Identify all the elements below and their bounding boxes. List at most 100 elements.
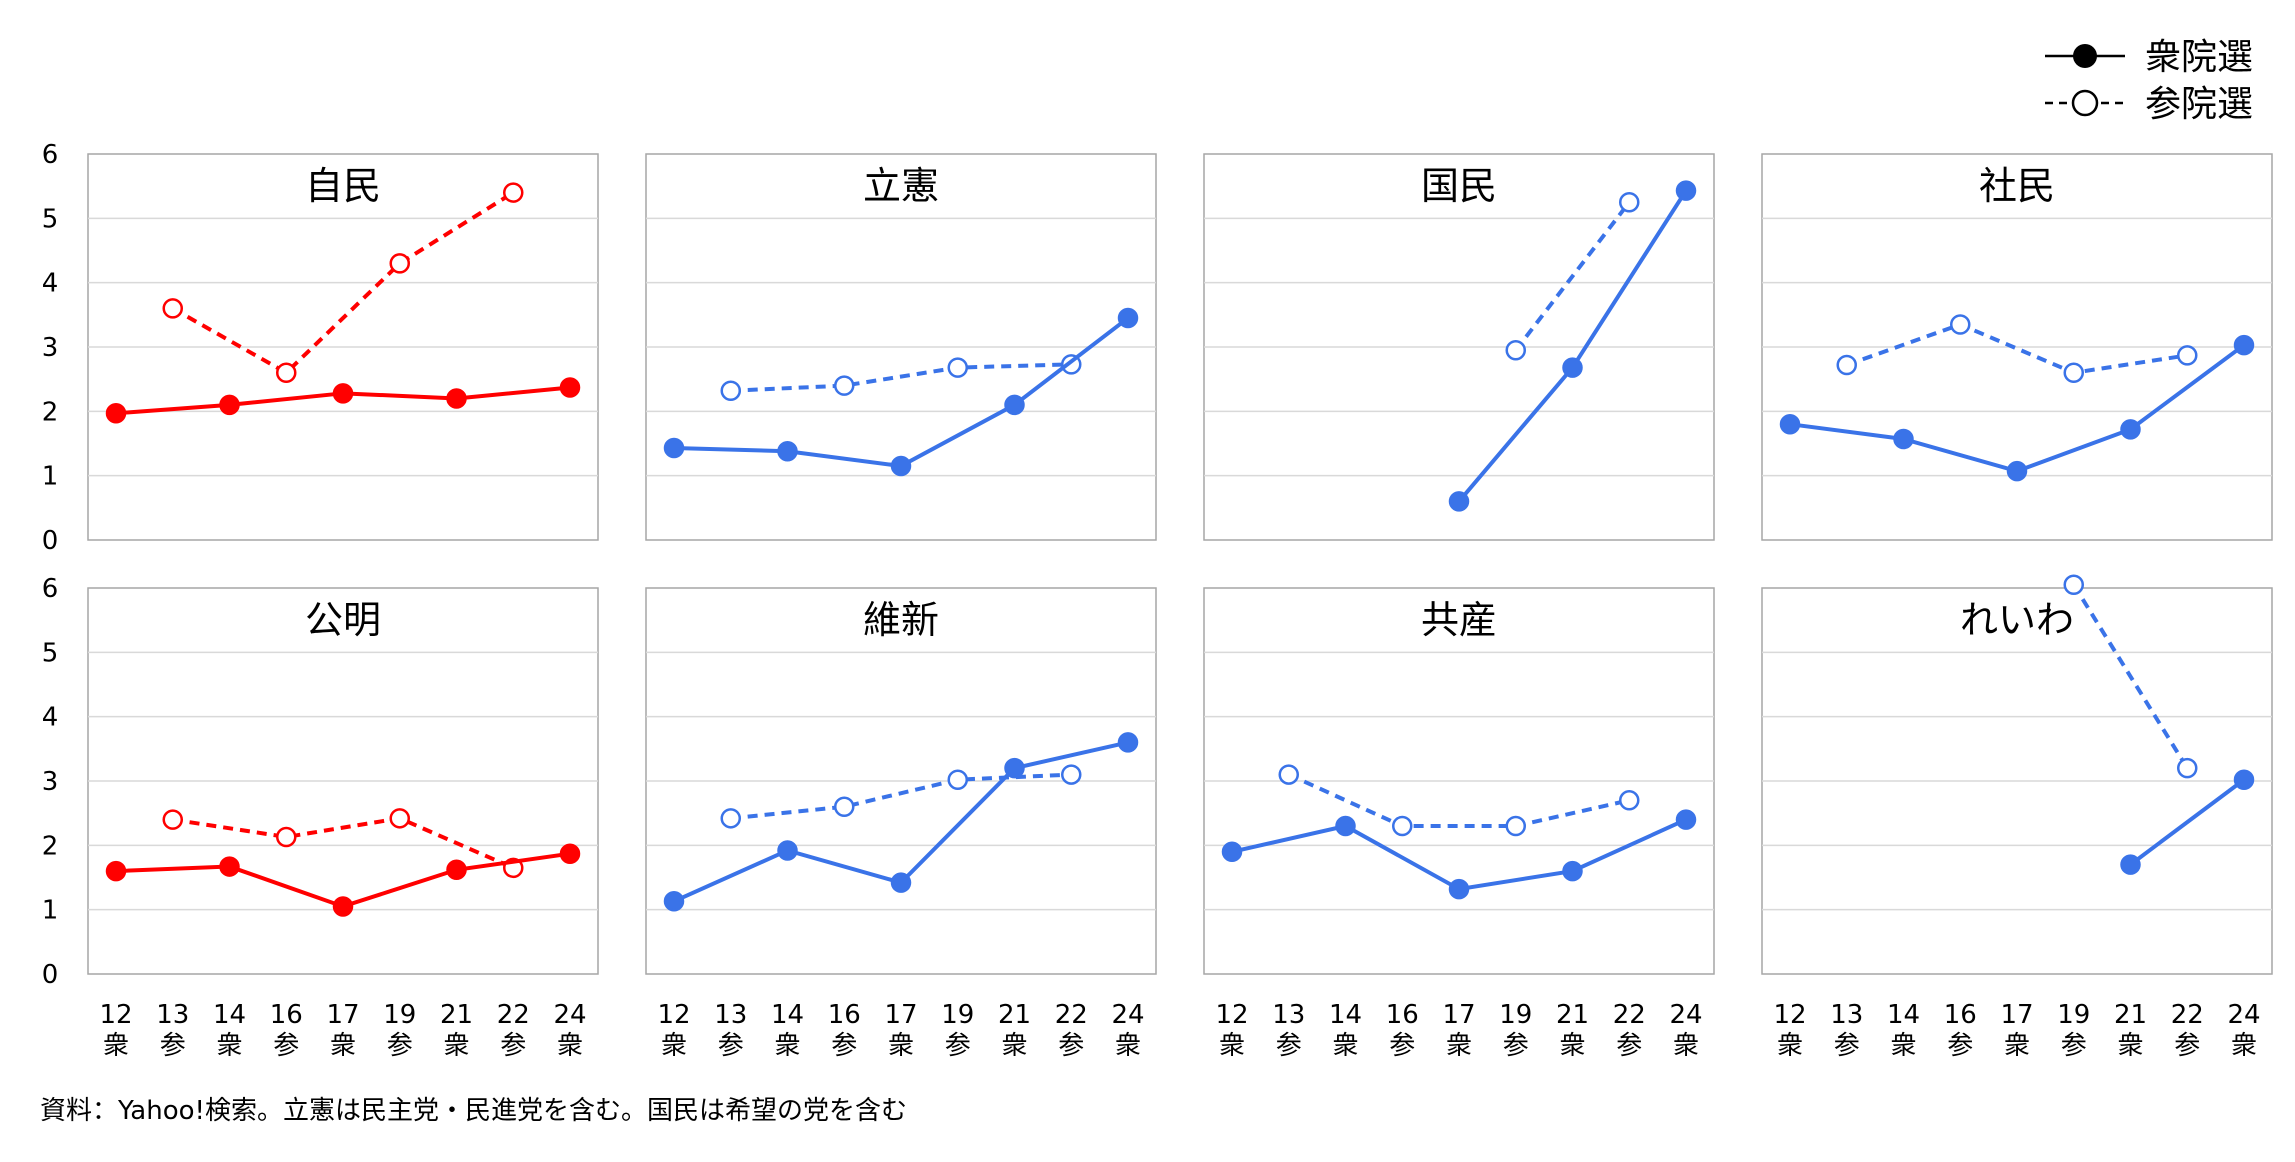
lower-house-point <box>559 377 581 398</box>
x-tick-kind: 衆 <box>661 1031 687 1061</box>
lower-house-point <box>446 388 467 409</box>
panel-3: 国民 <box>1203 153 1715 541</box>
x-tick-number: 13 <box>1272 1000 1305 1030</box>
y-tick-label: 6 <box>42 574 59 604</box>
lower-house-point <box>2233 769 2255 790</box>
lower-house-point <box>1004 394 1025 416</box>
upper-house-line <box>172 816 515 870</box>
x-tick-number: 17 <box>326 1000 359 1030</box>
x-tick-number: 13 <box>1830 1000 1863 1030</box>
upper-house-point <box>1619 192 1640 213</box>
lower-house-point <box>777 440 798 462</box>
x-tick-number: 22 <box>1613 1000 1646 1030</box>
x-tick-kind: 衆 <box>1332 1031 1358 1061</box>
lower-house-point <box>1675 809 1697 830</box>
y-tick-label: 2 <box>42 831 59 861</box>
upper-house-point <box>389 253 410 274</box>
y-tick-label: 4 <box>42 703 59 733</box>
lower-house-point <box>2120 419 2141 440</box>
lower-house-point <box>663 437 685 459</box>
x-tick-kind: 参 <box>2174 1031 2200 1061</box>
lower-house-line <box>2129 778 2246 867</box>
upper-house-point <box>1836 354 1857 376</box>
x-tick-kind: 衆 <box>216 1031 242 1061</box>
lower-house-point <box>332 896 354 917</box>
lower-house-point <box>1335 815 1356 837</box>
x-tick-number: 22 <box>1055 1000 1088 1030</box>
lower-house-point <box>446 859 467 881</box>
lower-house-point <box>219 856 240 877</box>
legend-upper-house-marker <box>2071 89 2099 117</box>
x-tick-number: 22 <box>497 1000 530 1030</box>
panel-2: 立憲 <box>645 153 1157 541</box>
x-tick-number: 21 <box>998 1000 1031 1030</box>
lower-house-point <box>1779 413 1801 435</box>
upper-house-line <box>171 190 515 376</box>
x-tick-kind: 参 <box>387 1031 413 1061</box>
lower-house-point <box>663 891 685 912</box>
x-tick-number: 12 <box>1773 1000 1806 1030</box>
x-tick-number: 16 <box>1944 1000 1977 1030</box>
legend-lower-house-marker <box>2073 44 2097 68</box>
x-tick-kind: 衆 <box>888 1031 914 1061</box>
upper-house-point <box>1950 314 1971 335</box>
upper-house-point <box>2063 574 2084 596</box>
panel-title: 維新 <box>863 598 939 642</box>
x-tick-number: 16 <box>1386 1000 1419 1030</box>
x-tick-number: 24 <box>2227 1000 2260 1030</box>
x-tick-number: 19 <box>383 1000 416 1030</box>
lower-house-point <box>777 840 798 861</box>
y-tick-label: 5 <box>42 204 59 234</box>
upper-house-point <box>947 769 968 790</box>
x-tick-kind: 衆 <box>1559 1031 1585 1061</box>
x-tick-number: 17 <box>1442 1000 1475 1030</box>
upper-house-line <box>1514 201 1631 352</box>
panel-title: 共産 <box>1421 598 1497 642</box>
x-tick-kind: 衆 <box>1219 1031 1245 1061</box>
x-tick-kind: 参 <box>160 1031 186 1061</box>
lower-house-point <box>332 383 354 404</box>
legend-upper-house-label: 参院選 <box>2145 84 2253 125</box>
x-tick-number: 19 <box>2057 1000 2090 1030</box>
lower-house-point <box>890 872 912 893</box>
lower-house-point <box>1221 841 1243 863</box>
x-tick-kind: 衆 <box>774 1031 800 1061</box>
panel-title: れいわ <box>1960 598 2074 642</box>
x-tick-kind: 衆 <box>2004 1031 2030 1061</box>
x-tick-number: 17 <box>884 1000 917 1030</box>
x-tick-kind: 参 <box>273 1031 299 1061</box>
x-tick-number: 14 <box>213 1000 246 1030</box>
x-tick-kind: 衆 <box>1446 1031 1472 1061</box>
x-tick-kind: 参 <box>1276 1031 1302 1061</box>
upper-house-point <box>162 809 183 830</box>
x-tick-number: 13 <box>714 1000 747 1030</box>
lower-house-point <box>1004 757 1025 779</box>
lower-house-point <box>219 394 240 416</box>
lower-house-point <box>559 843 581 864</box>
lower-house-point <box>1562 860 1583 882</box>
y-tick-label: 3 <box>42 333 59 363</box>
x-tick-kind: 参 <box>1947 1031 1973 1061</box>
x-tick-number: 14 <box>1887 1000 1920 1030</box>
upper-house-point <box>2177 345 2198 366</box>
lower-house-point <box>1448 878 1470 900</box>
x-tick-number: 22 <box>2171 1000 2204 1030</box>
y-tick-label: 1 <box>42 896 59 926</box>
x-tick-number: 21 <box>1556 1000 1589 1030</box>
x-tick-kind: 参 <box>1058 1031 1084 1061</box>
x-tick-kind: 衆 <box>1673 1031 1699 1061</box>
x-tick-kind: 参 <box>1389 1031 1415 1061</box>
x-tick-kind: 衆 <box>443 1031 469 1061</box>
x-tick-number: 14 <box>771 1000 804 1030</box>
x-tick-kind: 参 <box>1503 1031 1529 1061</box>
y-tick-label: 3 <box>42 767 59 797</box>
x-tick-kind: 衆 <box>330 1031 356 1061</box>
x-tick-kind: 参 <box>1834 1031 1860 1061</box>
x-tick-kind: 衆 <box>1115 1031 1141 1061</box>
upper-house-point <box>720 380 741 401</box>
y-tick-label: 2 <box>42 397 59 427</box>
x-tick-kind: 参 <box>945 1031 971 1061</box>
